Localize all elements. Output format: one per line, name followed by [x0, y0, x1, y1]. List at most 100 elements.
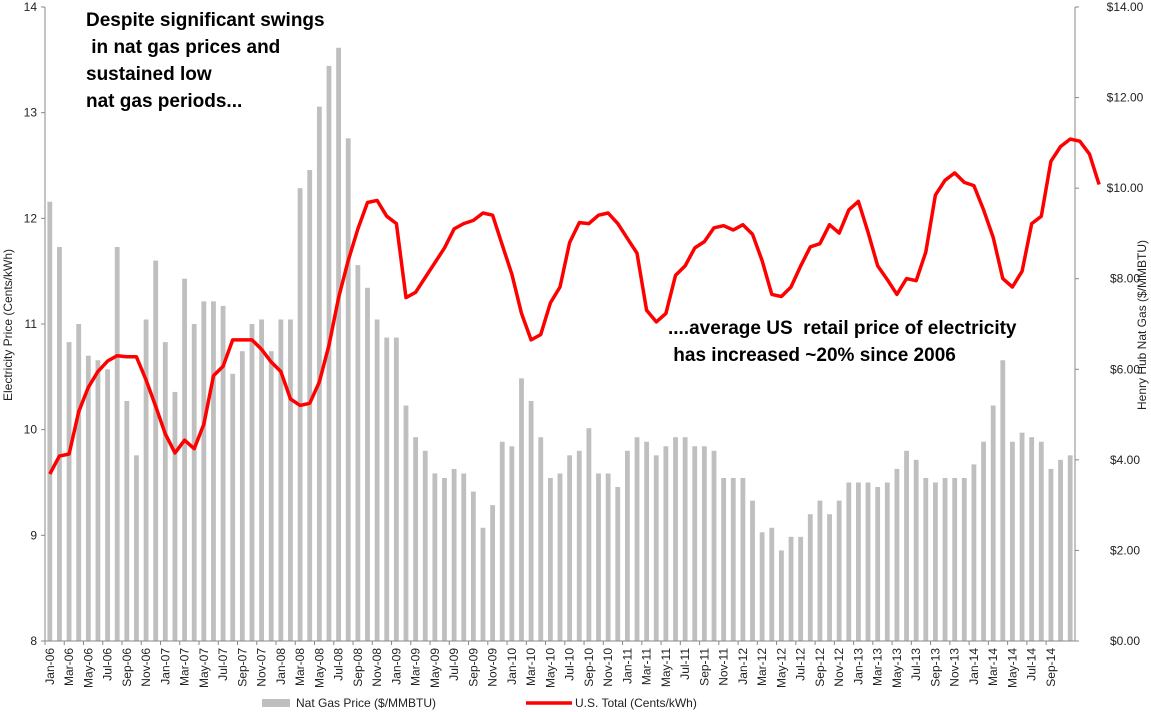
bar-series	[47, 47, 1073, 642]
bar-nat-gas	[1067, 455, 1073, 641]
bar-nat-gas	[451, 468, 457, 641]
legend-label-nat-gas: Nat Gas Price ($/MMBTU)	[296, 696, 436, 710]
bar-nat-gas	[288, 319, 293, 641]
left-tick-label: 8	[30, 634, 37, 648]
bar-nat-gas	[191, 324, 197, 641]
bar-nat-gas	[981, 441, 986, 641]
bar-nat-gas	[105, 369, 110, 641]
bar-nat-gas	[798, 536, 804, 641]
bar-nat-gas	[673, 437, 678, 641]
x-tick-label: Sep-14	[1044, 648, 1058, 687]
x-tick-label: Jan-13	[851, 648, 865, 685]
x-tick-label: Sep-07	[235, 648, 249, 687]
bar-nat-gas	[162, 342, 168, 641]
bar-nat-gas	[884, 482, 890, 641]
bar-nat-gas	[1019, 432, 1025, 641]
bar-nat-gas	[490, 505, 496, 641]
bar-nat-gas	[701, 446, 707, 641]
left-axis-title: Electricity Price (Cents/kWh)	[1, 249, 15, 401]
x-tick-label: Jul-11	[678, 648, 692, 680]
left-tick-label: 11	[25, 317, 38, 331]
bar-nat-gas	[1000, 360, 1006, 641]
x-tick-label: Jul-09	[447, 648, 461, 681]
x-tick-label: Jul-13	[909, 648, 923, 681]
bar-nat-gas	[124, 400, 130, 641]
bar-nat-gas	[85, 355, 91, 641]
bar-nat-gas	[827, 514, 832, 641]
bar-nat-gas	[374, 319, 380, 641]
annotation-left: Despite significant swings in nat gas pr…	[86, 10, 325, 112]
legend-label-us-total: U.S. Total (Cents/kWh)	[575, 696, 697, 710]
bar-nat-gas	[403, 405, 409, 641]
bar-nat-gas	[653, 455, 659, 641]
x-tick-label: Jan-11	[620, 648, 634, 684]
annotation-left-line-1: Despite significant swings	[86, 10, 325, 31]
bar-nat-gas	[904, 450, 909, 641]
bar-nat-gas	[894, 468, 900, 641]
x-tick-label: Jul-07	[216, 648, 230, 681]
bar-nat-gas	[365, 287, 370, 641]
x-tick-label: May-11	[659, 648, 673, 687]
bar-nat-gas	[682, 437, 688, 641]
bar-nat-gas	[788, 536, 794, 641]
right-tick-label: $8.00	[1110, 272, 1140, 286]
bar-nat-gas	[567, 455, 573, 641]
x-tick-label: Mar-13	[871, 648, 885, 686]
x-tick-label: Jan-06	[43, 648, 57, 685]
x-tick-label: May-13	[890, 648, 904, 688]
bar-nat-gas	[461, 473, 467, 641]
x-tick-label: May-06	[81, 648, 95, 688]
bar-nat-gas	[740, 477, 746, 641]
bar-nat-gas	[730, 477, 736, 641]
x-tick-label: Sep-08	[351, 648, 365, 687]
bar-nat-gas	[913, 459, 919, 641]
x-tick-label: Jan-07	[158, 648, 172, 685]
bar-nat-gas	[326, 65, 332, 641]
bar-nat-gas	[336, 47, 342, 641]
x-tick-label: Nov-13	[948, 648, 962, 687]
x-tick-label: Mar-07	[178, 648, 192, 686]
bar-nat-gas	[499, 441, 505, 641]
x-tick-label: Mar-11	[640, 648, 654, 685]
bar-nat-gas	[596, 473, 601, 641]
bar-nat-gas	[933, 482, 938, 641]
bar-nat-gas	[316, 106, 322, 642]
x-tick-label: May-07	[197, 648, 211, 688]
bar-nat-gas	[1048, 468, 1054, 641]
left-tick-label: 13	[24, 106, 38, 120]
bar-nat-gas	[971, 464, 977, 641]
bar-nat-gas	[1029, 437, 1035, 641]
line-series-us-total	[48, 137, 1101, 475]
x-tick-label: Sep-06	[120, 648, 134, 687]
bar-nat-gas	[952, 477, 958, 641]
right-tick-label: $12.00	[1107, 91, 1144, 105]
x-tick-label: Jan-14	[967, 648, 981, 685]
x-tick-label: Mar-12	[755, 648, 769, 686]
bar-nat-gas	[509, 446, 515, 641]
bar-nat-gas	[57, 247, 62, 641]
right-tick-label: $0.00	[1110, 634, 1140, 648]
bar-nat-gas	[201, 301, 207, 641]
bar-nat-gas	[778, 550, 784, 641]
bar-nat-gas	[480, 527, 486, 641]
legend-swatch-nat-gas	[262, 699, 290, 707]
x-tick-label: Mar-14	[986, 648, 1000, 686]
x-tick-label: Jul-12	[794, 648, 808, 681]
x-tick-label: Jan-10	[505, 648, 519, 685]
bar-nat-gas	[211, 301, 216, 641]
bar-nat-gas	[923, 477, 929, 641]
x-axis-ticks: Jan-06 Mar-06 May-06 Jul-06 Sep-06 Nov-06 Jan-…	[43, 641, 1058, 688]
annotation-left-line-4: nat gas periods...	[86, 91, 242, 112]
x-tick-label: Nov-09	[486, 648, 500, 687]
bar-nat-gas	[47, 201, 53, 641]
bar-nat-gas	[519, 378, 524, 641]
right-tick-label: $10.00	[1107, 181, 1144, 195]
bar-nat-gas	[634, 437, 640, 641]
bar-nat-gas	[143, 319, 149, 641]
bar-nat-gas	[557, 473, 563, 641]
bar-nat-gas	[846, 482, 852, 641]
left-axis-ticks: 8 9 10 11 12 13 14	[24, 0, 45, 648]
bar-nat-gas	[856, 482, 861, 641]
bar-nat-gas	[134, 455, 139, 641]
bar-nat-gas	[220, 305, 226, 641]
